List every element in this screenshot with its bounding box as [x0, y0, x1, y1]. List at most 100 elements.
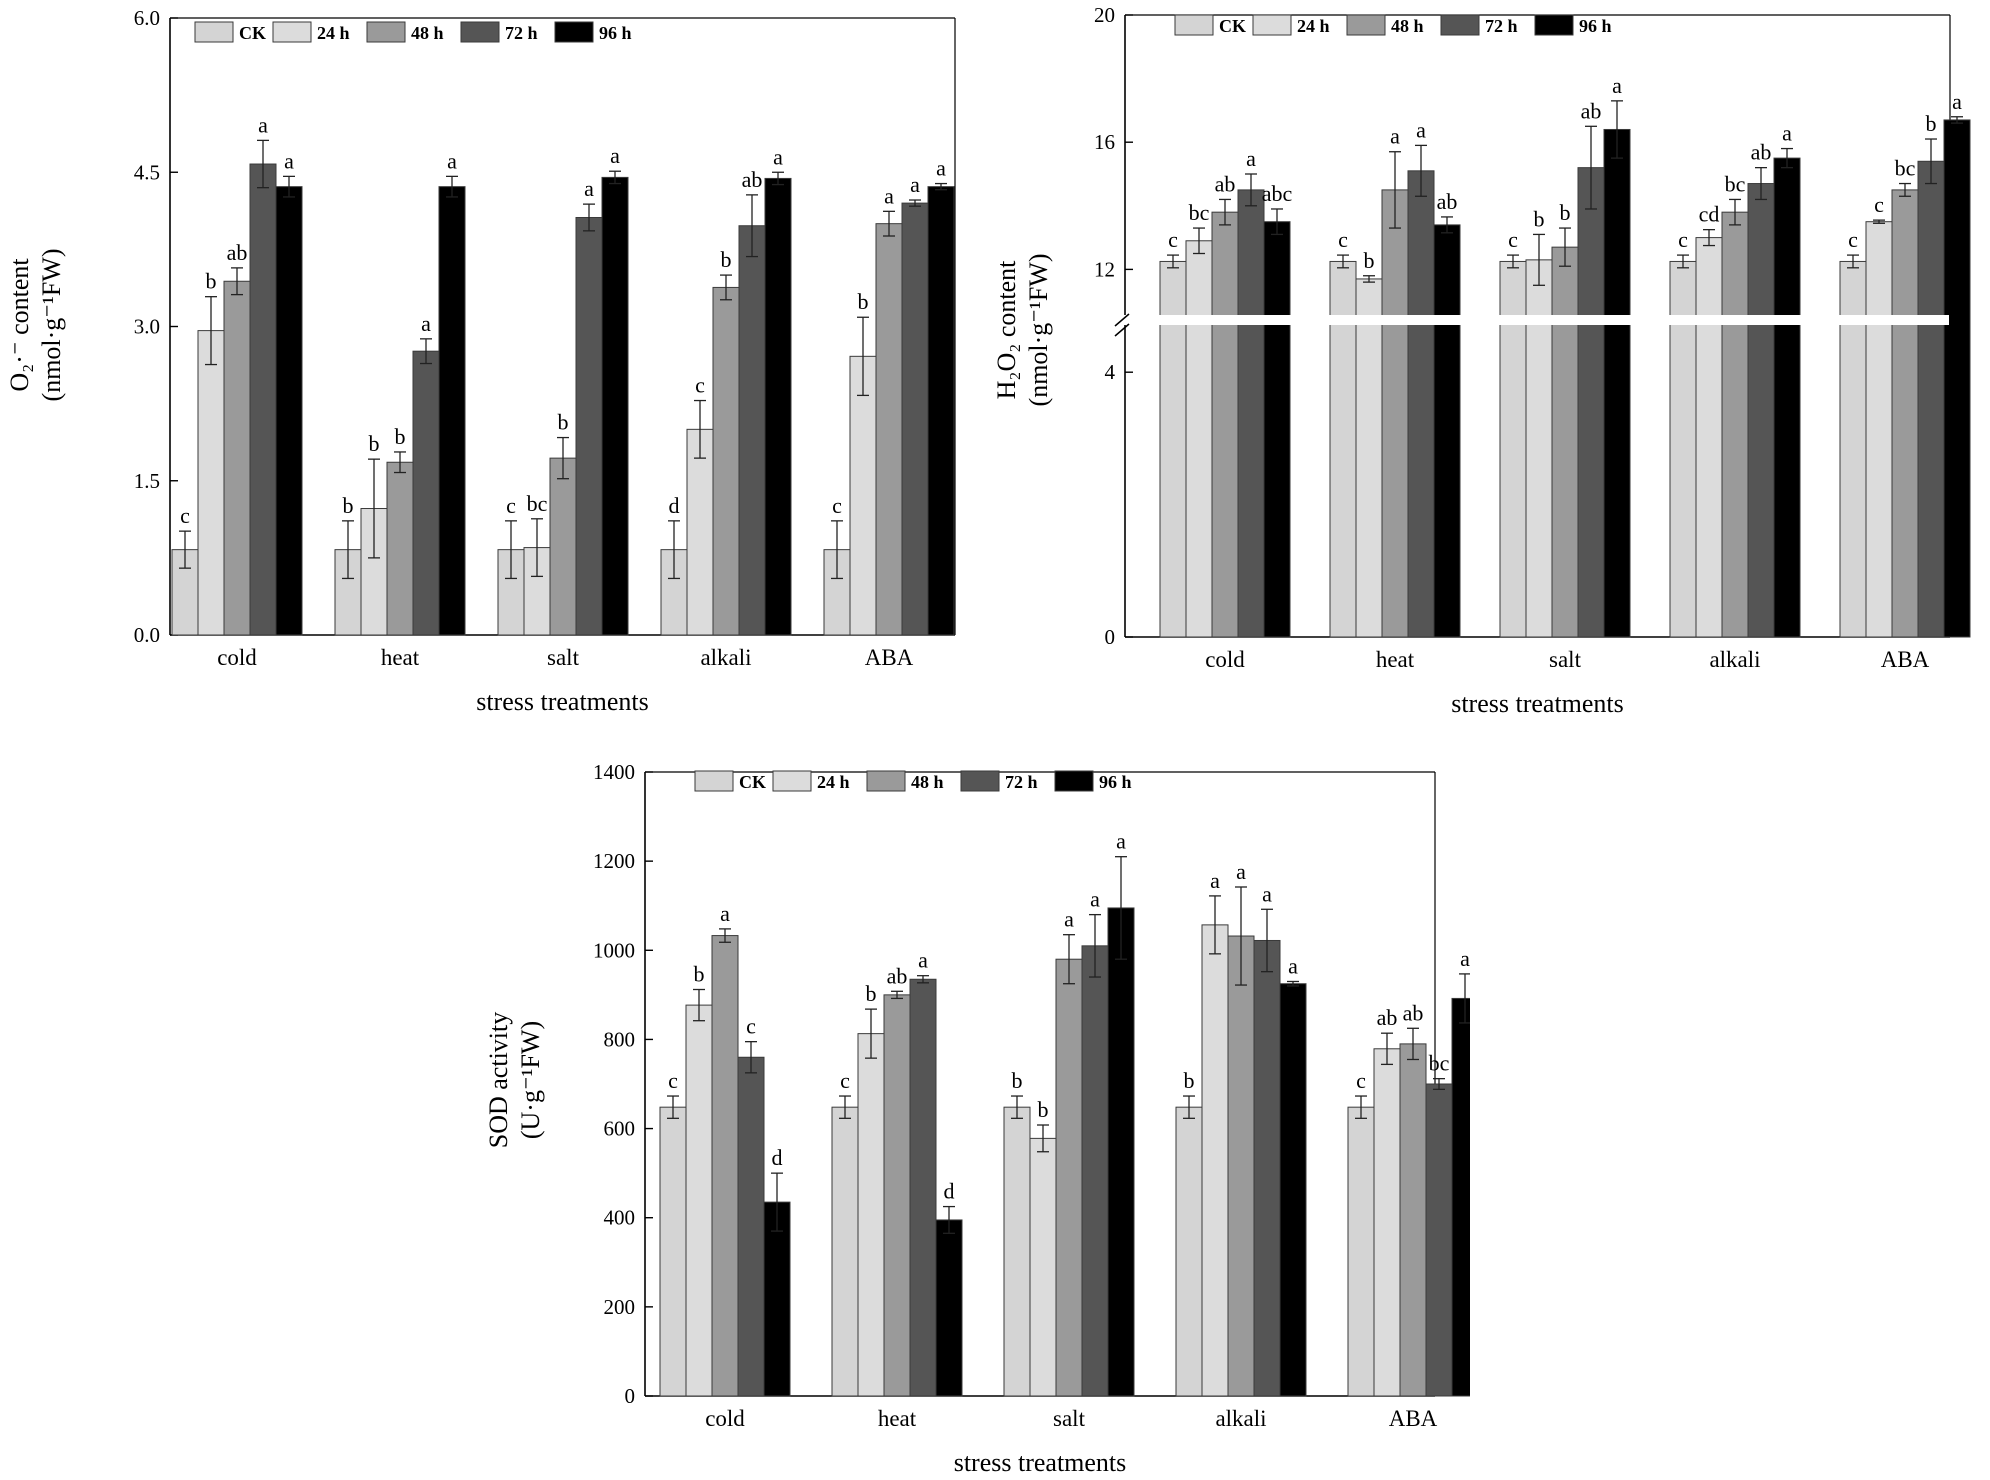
significance-label: b — [1184, 1068, 1195, 1093]
bar — [1055, 958, 1083, 1397]
y-tick-label: 1.5 — [134, 469, 160, 493]
y-tick-label: 4 — [1105, 360, 1116, 384]
significance-label: a — [1064, 907, 1074, 932]
significance-label: c — [746, 1014, 756, 1039]
bar — [686, 428, 714, 636]
significance-label: ab — [1215, 171, 1236, 196]
bar — [1577, 167, 1605, 638]
y-tick-label: 0 — [625, 1384, 636, 1408]
legend-label: 24 h — [1297, 16, 1330, 36]
significance-label: b — [558, 410, 569, 435]
y-tick-label: 12 — [1094, 257, 1115, 281]
significance-label: b — [206, 269, 217, 294]
y-axis-title-units: (U·g⁻¹FW) — [516, 1021, 545, 1139]
bar — [1917, 160, 1945, 638]
significance-label: a — [421, 311, 431, 336]
significance-label: a — [1952, 89, 1962, 114]
significance-label: c — [180, 503, 190, 528]
bar — [1603, 128, 1631, 638]
bar — [1107, 907, 1135, 1397]
significance-label: b — [1012, 1068, 1023, 1093]
significance-label: bc — [1725, 171, 1746, 196]
x-axis-title: stress treatments — [1451, 689, 1624, 718]
significance-label: c — [1848, 227, 1858, 252]
y-tick-label: 1400 — [593, 760, 635, 784]
legend-label: 96 h — [599, 23, 632, 43]
bar — [1695, 237, 1723, 638]
significance-label: d — [944, 1179, 955, 1204]
significance-label: cd — [1699, 202, 1720, 227]
legend-swatch — [194, 21, 234, 43]
significance-label: a — [258, 112, 268, 137]
significance-label: bc — [527, 491, 548, 516]
y-tick-label: 200 — [604, 1295, 636, 1319]
significance-label: a — [720, 901, 730, 926]
legend-label: CK — [1219, 16, 1246, 36]
significance-label: b — [1926, 111, 1937, 136]
bar — [1943, 119, 1971, 638]
x-tick-label: cold — [1205, 647, 1245, 672]
significance-label: c — [668, 1068, 678, 1093]
legend-label: 48 h — [411, 23, 444, 43]
significance-label: c — [840, 1068, 850, 1093]
significance-label: bc — [1429, 1051, 1450, 1076]
bar — [549, 457, 577, 636]
bar — [1551, 246, 1579, 638]
significance-label: d — [669, 493, 680, 518]
x-tick-label: cold — [705, 1406, 745, 1431]
y-axis-title: H₂O₂ content — [992, 260, 1021, 399]
significance-label: a — [610, 143, 620, 168]
significance-label: c — [1678, 227, 1688, 252]
bar — [712, 286, 740, 636]
bar — [575, 216, 603, 636]
significance-label: b — [721, 247, 732, 272]
bar — [275, 186, 303, 636]
significance-label: c — [832, 493, 842, 518]
bar — [659, 1106, 687, 1397]
bar — [1433, 224, 1461, 638]
legend-swatch — [960, 770, 1000, 792]
bar — [1355, 278, 1383, 638]
significance-label: a — [1210, 868, 1220, 893]
significance-label: c — [1168, 227, 1178, 252]
legend-label: 96 h — [1099, 772, 1132, 792]
x-tick-label: salt — [1053, 1406, 1086, 1431]
significance-label: c — [1874, 192, 1884, 217]
significance-label: a — [1288, 953, 1298, 978]
bar — [197, 330, 225, 636]
legend-swatch — [272, 21, 312, 43]
legend-label: 72 h — [505, 23, 538, 43]
bar — [1081, 945, 1109, 1397]
legend-swatch — [772, 770, 812, 792]
significance-label: abc — [1262, 181, 1293, 206]
y-axis-title-units: (nmol·g⁻¹FW) — [1024, 254, 1053, 407]
x-axis-title: stress treatments — [954, 1448, 1127, 1477]
bar — [438, 186, 466, 636]
x-tick-label: cold — [217, 645, 257, 670]
bar — [711, 935, 739, 1397]
bar — [249, 163, 277, 636]
bar — [935, 1219, 963, 1397]
bar — [1175, 1106, 1203, 1397]
significance-label: b — [1560, 200, 1571, 225]
significance-label: c — [1508, 227, 1518, 252]
legend-label: CK — [739, 772, 766, 792]
significance-label: a — [1460, 946, 1470, 971]
x-tick-label: heat — [1376, 647, 1415, 672]
legend-swatch — [1054, 770, 1094, 792]
bar — [1451, 997, 1470, 1397]
bar — [1347, 1106, 1375, 1397]
bar — [497, 549, 525, 636]
legend-label: 24 h — [817, 772, 850, 792]
legend-swatch — [1346, 14, 1386, 36]
bar — [1773, 157, 1801, 638]
significance-label: ab — [742, 167, 763, 192]
legend-swatch — [554, 21, 594, 43]
bar — [857, 1033, 885, 1397]
legend-label: 96 h — [1579, 16, 1612, 36]
significance-label: b — [343, 493, 354, 518]
significance-label: a — [910, 172, 920, 197]
y-tick-label: 4.5 — [134, 160, 160, 184]
